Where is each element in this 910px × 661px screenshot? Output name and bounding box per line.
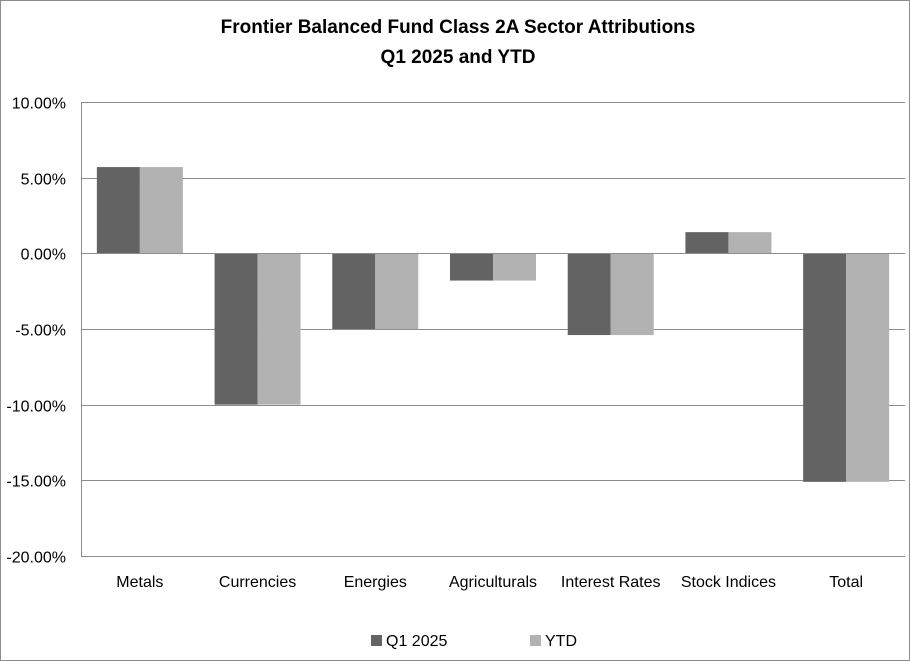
bar-q1-2025-stock-indices: [685, 232, 729, 254]
x-tick-label: Interest Rates: [561, 574, 661, 591]
y-tick-label: 0.00%: [21, 247, 66, 264]
bar-ytd-energies: [375, 253, 419, 329]
x-tick-label: Currencies: [219, 574, 296, 591]
bar-q1-2025-energies: [332, 253, 376, 329]
legend-label: YTD: [545, 633, 577, 650]
bar-ytd-total: [846, 253, 890, 482]
legend-swatch: [371, 635, 382, 646]
x-tick-label: Metals: [116, 574, 163, 591]
chart-title-line-1: Frontier Balanced Fund Class 2A Sector A…: [221, 17, 696, 38]
bar-q1-2025-total: [803, 253, 847, 482]
legend: Q1 2025 YTD: [371, 633, 577, 650]
bar-ytd-agriculturals: [493, 253, 536, 281]
legend-label: Q1 2025: [386, 633, 447, 650]
bar-q1-2025-interest-rates: [567, 253, 611, 336]
bar-ytd-currencies: [257, 253, 301, 405]
y-tick-label: 5.00%: [21, 172, 66, 189]
chart-title-line-2: Q1 2025 and YTD: [381, 47, 536, 68]
gridlines: [81, 102, 905, 557]
bars: [96, 167, 890, 482]
bar-ytd-stock-indices: [728, 232, 772, 254]
bar-ytd-interest-rates: [610, 253, 654, 336]
y-tick-label: -15.00%: [6, 474, 66, 491]
y-tick-label: -5.00%: [15, 323, 66, 340]
x-tick-label: Energies: [344, 574, 407, 591]
x-tick-label: Total: [829, 574, 863, 591]
y-tick-label: -20.00%: [6, 550, 66, 567]
legend-swatch: [530, 635, 541, 646]
x-axis: Metals Currencies Energies Agriculturals Int…: [81, 253, 905, 591]
x-tick-label: Agriculturals: [449, 574, 537, 591]
bar-q1-2025-metals: [96, 167, 140, 254]
y-tick-label: 10.00%: [12, 96, 66, 113]
y-axis: 10.00% 5.00% 0.00% -5.00% -10.00% -15.00% -20.…: [6, 96, 82, 567]
chart-title: Frontier Balanced Fund Class 2A Sector A…: [221, 17, 696, 68]
bar-q1-2025-currencies: [214, 253, 258, 405]
bar-ytd-metals: [139, 167, 183, 254]
y-tick-label: -10.00%: [6, 399, 66, 416]
bar-q1-2025-agriculturals: [450, 253, 493, 281]
x-tick-label: Stock Indices: [681, 574, 776, 591]
